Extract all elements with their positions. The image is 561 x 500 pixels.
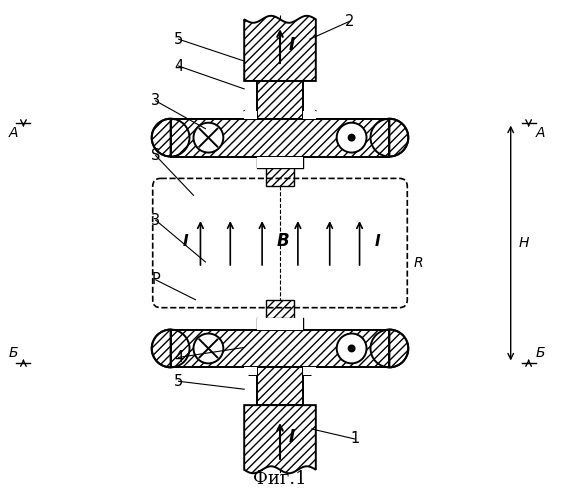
- Text: I: I: [289, 36, 295, 54]
- Circle shape: [348, 134, 355, 140]
- Wedge shape: [151, 118, 171, 156]
- Polygon shape: [244, 16, 316, 81]
- Bar: [171, 118, 389, 156]
- Wedge shape: [389, 118, 408, 156]
- Bar: [257, 368, 303, 405]
- Text: S: S: [151, 148, 160, 163]
- Bar: [259, 124, 277, 152]
- Text: I: I: [183, 234, 188, 248]
- Bar: [259, 334, 277, 362]
- Text: 3: 3: [151, 94, 160, 108]
- Text: A: A: [9, 126, 19, 140]
- Circle shape: [337, 334, 366, 364]
- Bar: [171, 118, 389, 156]
- Polygon shape: [244, 405, 316, 473]
- Bar: [171, 330, 389, 368]
- Text: I: I: [375, 234, 380, 248]
- Bar: [266, 300, 294, 318]
- Polygon shape: [244, 368, 257, 376]
- Text: P: P: [151, 272, 160, 287]
- Bar: [283, 334, 301, 362]
- Text: Фиг.1: Фиг.1: [253, 470, 307, 488]
- Circle shape: [337, 122, 366, 152]
- Text: Б: Б: [9, 346, 19, 360]
- Bar: [257, 81, 303, 118]
- Circle shape: [194, 334, 223, 364]
- Text: 5: 5: [174, 32, 183, 46]
- Wedge shape: [389, 330, 408, 368]
- Bar: [266, 168, 294, 186]
- Text: R: R: [413, 256, 423, 270]
- Text: B: B: [277, 232, 289, 250]
- Polygon shape: [257, 156, 303, 168]
- Text: 4: 4: [174, 58, 183, 74]
- Bar: [283, 124, 301, 152]
- Circle shape: [348, 346, 355, 352]
- Text: 3: 3: [151, 212, 160, 228]
- Text: 1: 1: [350, 432, 359, 446]
- Text: I: I: [289, 428, 295, 446]
- Circle shape: [194, 122, 223, 152]
- Text: Б: Б: [536, 346, 545, 360]
- Bar: [257, 81, 303, 118]
- Text: A: A: [536, 126, 545, 140]
- Polygon shape: [303, 368, 316, 376]
- Wedge shape: [151, 330, 171, 368]
- Text: 4: 4: [174, 350, 183, 365]
- Bar: [257, 368, 303, 405]
- Bar: [171, 330, 389, 368]
- Polygon shape: [257, 318, 303, 330]
- Text: 5: 5: [174, 374, 183, 389]
- Text: H: H: [519, 236, 529, 250]
- Polygon shape: [244, 111, 257, 118]
- Polygon shape: [303, 111, 316, 118]
- Text: 2: 2: [345, 14, 355, 29]
